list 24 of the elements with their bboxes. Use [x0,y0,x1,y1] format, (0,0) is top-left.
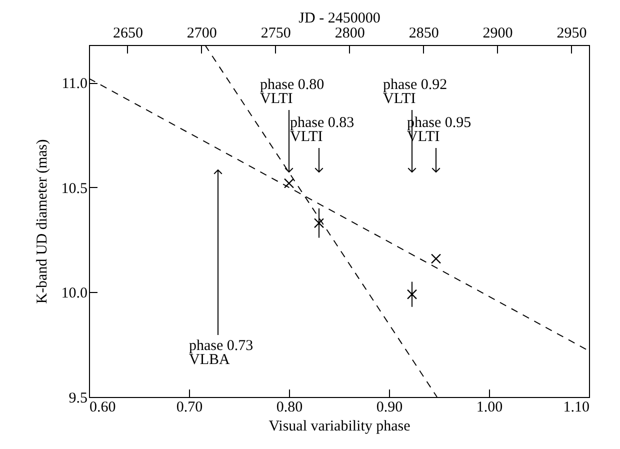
x2-tick-label: 2750 [260,26,291,42]
x2-axis-title: JD - 2450000 [298,10,380,26]
annotation: phase 0.73 VLBA [189,338,254,368]
y-tick-label: 11.0 [62,76,88,92]
x2-tick-label: 2800 [334,26,365,42]
x2-tick-label: 2900 [482,26,513,42]
annotation: phase 0.92 VLTI [383,77,448,107]
x-tick-label: 0.60 [90,400,116,416]
x-axis-title: Visual variability phase [268,418,411,434]
y-axis-title: K-band UD diameter (mas) [34,139,50,304]
x-tick-label: 0.90 [376,400,403,416]
annotation: phase 0.80 VLTI [260,77,324,107]
x-tick-label: 0.70 [176,400,203,416]
x-tick-label: 0.80 [276,400,303,416]
annotation: phase 0.83 VLTI [290,115,354,145]
y-tick-label: 10.0 [61,286,88,302]
y-tick-label: 10.5 [61,180,88,197]
x2-tick-label: 2850 [408,26,439,42]
x-tick-label: 1.10 [563,400,590,416]
x2-tick-label: 2700 [186,26,217,42]
x-tick-label: 1.00 [476,400,503,416]
y-tick-label: 9.5 [68,390,88,406]
x2-tick-label: 2950 [556,26,587,42]
x2-tick-label: 2650 [112,26,143,42]
